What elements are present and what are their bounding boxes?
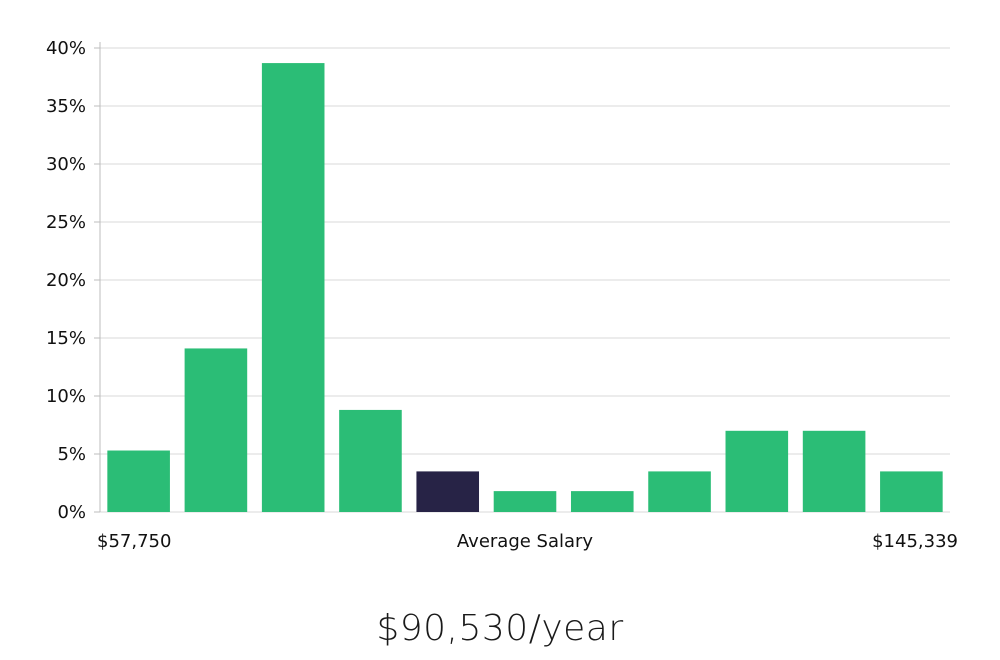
x-min-label: $57,750 (97, 531, 171, 552)
bars (107, 63, 943, 512)
y-tick-label: 10% (46, 386, 86, 407)
bar (184, 348, 248, 512)
y-tick-label: 0% (57, 502, 86, 523)
bar-highlight (416, 471, 480, 512)
bar (493, 491, 557, 512)
x-axis-label: Average Salary (457, 531, 594, 552)
bar (802, 430, 866, 512)
bar (880, 471, 943, 512)
y-tick-label: 35% (46, 96, 86, 117)
salary-histogram: 0% 5% 10% 15% 20% 25% 30% 35% 40% $57,750 Averag… (46, 38, 958, 552)
average-salary-value: $90,530/year (376, 608, 624, 649)
bar (107, 450, 170, 512)
y-tick-label: 15% (46, 328, 86, 349)
x-max-label: $145,339 (872, 531, 958, 552)
y-tick-label: 40% (46, 38, 86, 59)
bar (570, 491, 634, 512)
y-tick-label: 25% (46, 212, 86, 233)
bar (725, 430, 789, 512)
bar (648, 471, 711, 512)
y-tick-label: 30% (46, 154, 86, 175)
bar (339, 409, 402, 512)
y-tick-label: 5% (57, 444, 86, 465)
y-axis-ticks: 0% 5% 10% 15% 20% 25% 30% 35% 40% (46, 38, 100, 523)
bar (261, 63, 325, 512)
y-tick-label: 20% (46, 270, 86, 291)
